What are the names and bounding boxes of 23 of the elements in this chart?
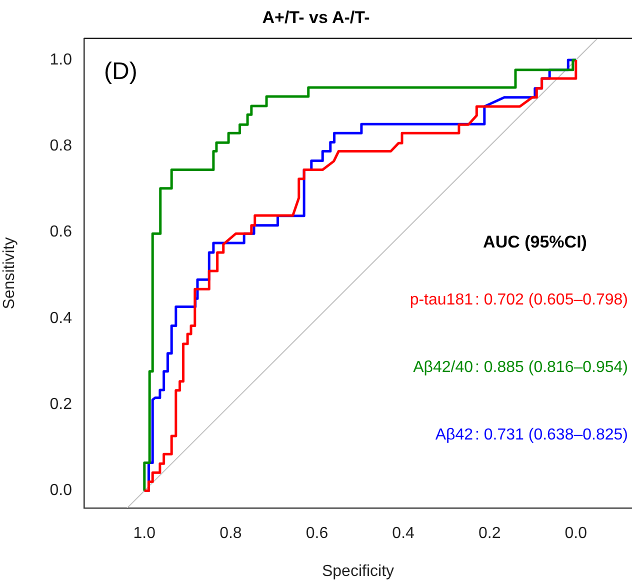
x-axis-title: Specificity [322,562,394,580]
x-tick-label: 1.0 [133,525,156,542]
text: p-tau181 [410,291,474,308]
chart-title: A+/T- vs A-/T- [262,8,370,27]
annotation: (D) [104,58,138,86]
y-tick-label: 0.0 [50,482,72,500]
annotation: AUC (95%CI) [483,232,587,252]
text: Aβ42 [435,426,474,444]
y-tick-label: 0.2 [50,396,72,414]
annotation: : 0.702 (0.605–0.798) [474,291,628,308]
x-tick-label: 0.0 [564,525,588,542]
x-tick-label: 0.2 [478,525,501,542]
annotation: : 0.731 (0.638–0.825) [474,426,628,444]
y-tick-label: 0.6 [50,224,72,241]
y-axis-title: Sensitivity [1,237,18,310]
annotation: : 0.885 (0.816–0.954) [474,358,628,376]
x-tick-label: 0.6 [306,525,328,542]
y-tick-label: 0.8 [50,138,72,155]
x-tick-label: 0.4 [392,525,415,542]
text: Aβ42/40 [413,358,474,376]
x-tick-label: 0.8 [220,525,242,542]
y-tick-label: 1.0 [50,51,72,68]
y-tick-label: 0.4 [50,310,72,327]
